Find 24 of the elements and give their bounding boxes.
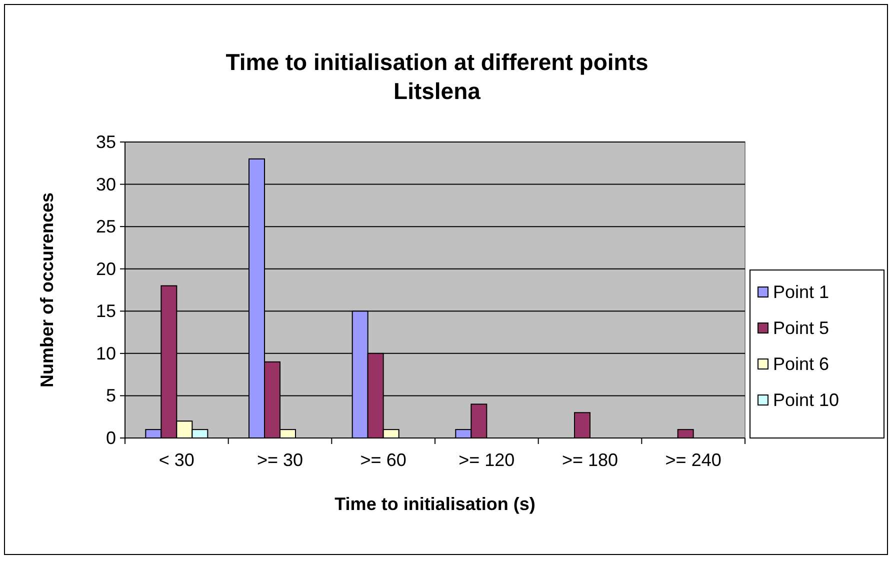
- legend-label: Point 6: [773, 354, 830, 374]
- x-tick-label: >= 120: [458, 450, 515, 470]
- x-tick-label: >= 60: [360, 450, 406, 470]
- legend-label: Point 1: [773, 282, 830, 302]
- y-tick-label: 25: [96, 216, 116, 237]
- x-axis-title: Time to initialisation (s): [334, 494, 536, 514]
- y-tick-label: 30: [96, 174, 116, 194]
- legend-label: Point 5: [773, 318, 830, 338]
- y-tick-label: 20: [96, 258, 116, 279]
- y-tick-label: 10: [96, 343, 116, 364]
- chart-subtitle: Litslena: [394, 78, 481, 104]
- chart-title: Time to initialisation at different points: [226, 49, 648, 75]
- legend-label: Point 10: [773, 390, 840, 410]
- x-tick-label: < 30: [158, 450, 194, 470]
- x-tick-label: >= 240: [665, 450, 722, 470]
- x-tick-label: >= 30: [256, 450, 304, 470]
- y-tick-label: 5: [106, 386, 116, 406]
- y-tick-label: 35: [96, 132, 116, 152]
- bar: [677, 429, 694, 438]
- y-tick-label: 15: [96, 301, 116, 322]
- bar: [574, 412, 590, 438]
- y-axis-title: Number of occurences: [37, 192, 57, 388]
- y-tick-label: 0: [106, 428, 116, 448]
- x-tick-label: >= 180: [562, 450, 618, 470]
